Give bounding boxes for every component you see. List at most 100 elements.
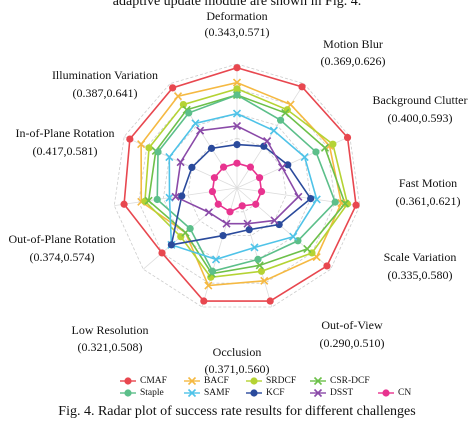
- data-point: [120, 200, 128, 208]
- data-point: [211, 255, 221, 264]
- data-point: [185, 109, 193, 117]
- data-point: [208, 187, 217, 196]
- data-point: [178, 192, 186, 200]
- series-line: [144, 87, 349, 279]
- data-point: [233, 159, 241, 167]
- axis-label: Background Clutter: [373, 93, 468, 107]
- legend-label: CN: [398, 388, 411, 398]
- legend-marker: [313, 388, 323, 398]
- grid-ring: [113, 63, 361, 308]
- data-point: [252, 200, 260, 208]
- legend-marker: [250, 377, 258, 385]
- data-point: [278, 163, 287, 172]
- data-point: [331, 198, 339, 206]
- spoke: [169, 83, 238, 189]
- data-point: [329, 140, 337, 148]
- series-line: [147, 94, 346, 275]
- legend-label: CMAF: [140, 376, 167, 386]
- data-point: [243, 219, 252, 228]
- header-text: adaptive update module are shown in Fig.…: [113, 0, 361, 9]
- legend-marker: [187, 376, 197, 386]
- axis-range: (0.369,0.626): [321, 54, 386, 68]
- data-point: [233, 64, 241, 72]
- legend-marker: [124, 377, 132, 385]
- legend-marker: [313, 376, 323, 386]
- caption: Fig. 4. Radar plot of success rate resul…: [58, 404, 415, 419]
- data-point: [232, 78, 242, 87]
- axis-label: Illumination Variation: [52, 68, 158, 82]
- data-point: [245, 226, 253, 234]
- data-point: [254, 255, 262, 263]
- axis-label: In-of-Plane Rotation: [16, 126, 115, 140]
- data-point: [233, 85, 241, 93]
- data-point: [255, 261, 264, 270]
- data-point: [276, 116, 285, 124]
- data-point: [222, 219, 231, 228]
- data-point: [165, 193, 174, 202]
- data-point: [263, 136, 272, 146]
- axis-label: Low Resolution: [72, 323, 149, 337]
- legend-label: CSR-DCF: [330, 376, 370, 386]
- axis-range: (0.361,0.621): [396, 194, 461, 208]
- data-point: [204, 281, 213, 290]
- data-point: [153, 195, 161, 204]
- data-point: [179, 100, 187, 109]
- axis-range: (0.400,0.593): [388, 111, 453, 125]
- data-point: [208, 267, 217, 275]
- data-point: [303, 244, 312, 253]
- data-point: [246, 163, 255, 171]
- data-point: [269, 126, 278, 135]
- legend-label: Staple: [140, 388, 164, 398]
- data-point: [260, 142, 268, 150]
- data-point: [270, 216, 279, 225]
- axis-range: (0.343,0.571): [205, 25, 270, 39]
- data-point: [250, 243, 259, 252]
- legend-marker: [187, 388, 197, 398]
- data-point: [144, 196, 153, 205]
- series-line: [140, 81, 343, 287]
- data-point: [281, 108, 290, 117]
- axis-range: (0.321,0.508): [78, 340, 143, 354]
- data-point: [214, 200, 222, 208]
- data-point: [352, 201, 360, 209]
- data-point: [232, 121, 242, 131]
- data-point: [257, 187, 266, 196]
- data-point: [343, 133, 352, 142]
- legend-marker: [124, 389, 132, 397]
- data-point: [232, 109, 242, 118]
- legend-marker: [250, 389, 258, 397]
- data-point: [137, 140, 146, 149]
- data-point: [289, 232, 298, 241]
- axis-label: Occlusion: [213, 345, 262, 359]
- data-point: [312, 148, 320, 156]
- legend-label: BACF: [204, 376, 229, 386]
- axis-range: (0.371,0.560): [205, 362, 270, 376]
- data-point: [176, 158, 185, 167]
- data-point: [226, 208, 234, 216]
- data-point: [188, 163, 196, 171]
- data-point: [238, 202, 246, 210]
- data-point: [210, 174, 219, 182]
- legend-label: SAMF: [204, 388, 230, 398]
- data-point: [169, 84, 177, 92]
- axis-label: Motion Blur: [323, 37, 383, 51]
- data-point: [312, 195, 321, 204]
- data-point: [298, 83, 306, 91]
- axis-range: (0.387,0.641): [73, 86, 138, 100]
- axis-label: Deformation: [206, 9, 267, 23]
- data-point: [173, 92, 183, 101]
- axis-label: Out-of-Plane Rotation: [9, 232, 116, 246]
- data-point: [233, 91, 241, 99]
- data-point: [260, 276, 269, 285]
- legend-label: KCF: [266, 388, 284, 398]
- series-line: [174, 125, 300, 225]
- series-line: [156, 94, 337, 273]
- series-line: [123, 66, 357, 302]
- axis-label: Fast Motion: [399, 176, 457, 190]
- legend-label: SRDCF: [266, 376, 296, 386]
- legend-marker: [382, 389, 390, 397]
- data-point: [219, 163, 228, 171]
- data-point: [154, 148, 162, 156]
- data-point: [167, 241, 176, 249]
